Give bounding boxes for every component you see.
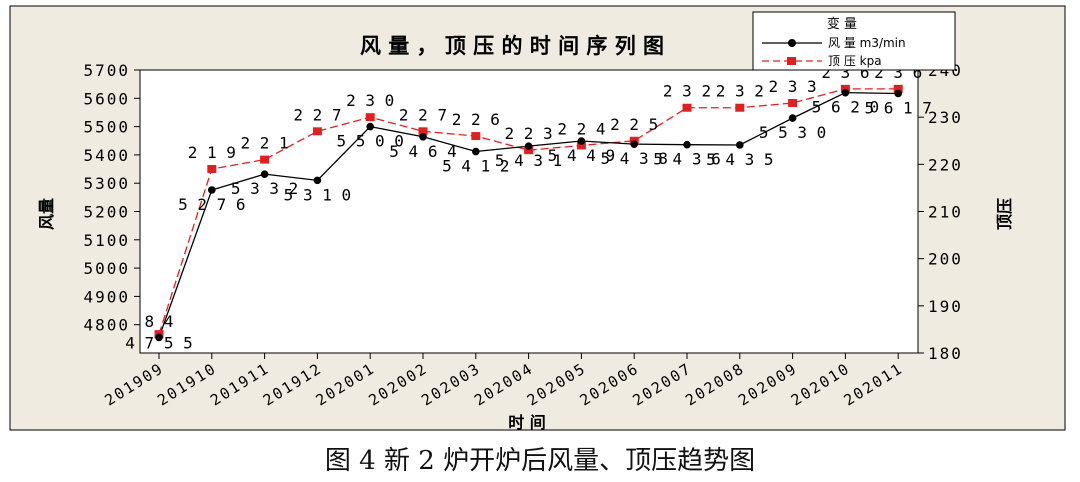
y-left-tick-label: 5400 — [83, 146, 130, 165]
airflow-data-label: 5 5 3 0 — [759, 123, 826, 142]
pressure-data-label: 2 2 6 — [452, 110, 500, 129]
airflow-data-label: 5 6 2 0 — [812, 98, 879, 117]
figure-caption: 图 4 新 2 炉开炉后风量、顶压趋势图 — [324, 446, 756, 476]
y-left-tick-label: 5100 — [83, 231, 130, 250]
airflow-data-label: 5 2 7 6 — [178, 195, 245, 214]
x-axis-title: 时 间 — [508, 413, 546, 432]
airflow-data-label: 5 5 0 0 — [336, 132, 403, 151]
airflow-point — [736, 141, 744, 149]
legend-airflow-label: 风 量 m3/min — [828, 36, 906, 50]
pressure-point — [524, 146, 534, 155]
airflow-data-label: 5 4 3 1 — [495, 151, 562, 170]
airflow-point — [419, 132, 427, 141]
y-right-tick-label: 210 — [928, 203, 963, 222]
pressure-point — [260, 155, 270, 164]
pressure-data-label: 2 2 1 — [241, 134, 289, 153]
legend: 变 量 风 量 m3/min 顶 压 kpa — [752, 11, 956, 71]
y-right-tick-label: 220 — [928, 155, 963, 174]
pressure-data-label: 8 4 — [145, 312, 174, 331]
airflow-data-label: 5 3 3 2 — [231, 179, 298, 198]
y-axis-right-title: 顶压 — [995, 198, 1014, 230]
pressure-data-label: 2 2 7 — [399, 105, 447, 124]
y-left-tick-label: 5700 — [83, 61, 130, 80]
pressure-point — [576, 141, 586, 150]
airflow-point — [841, 88, 850, 97]
pressure-data-label: 2 2 5 — [610, 115, 658, 134]
y-right-tick-label: 200 — [928, 250, 963, 269]
airflow-point — [630, 140, 638, 148]
legend-box — [752, 11, 956, 71]
airflow-point — [155, 333, 163, 342]
airflow-data-label: 5 4 3 5 — [706, 150, 773, 169]
y-left-tick-label: 4900 — [83, 287, 130, 306]
airflow-data-label: 5 4 6 4 — [389, 142, 456, 161]
chart-title: 风 量 ， 顶 压 的 时 间 序 列 图 — [360, 34, 664, 58]
airflow-point — [894, 89, 902, 98]
pressure-data-label: 2 1 9 — [188, 143, 236, 162]
airflow-data-label: 5 3 1 0 — [284, 185, 351, 204]
legend-pressure-marker — [787, 57, 796, 65]
y-axis-left-title: 风量 — [37, 198, 56, 230]
airflow-data-label: 5 6 1 7 — [864, 98, 931, 117]
airflow-data-label: 4 7 5 5 — [125, 333, 192, 352]
y-right-tick-label: 230 — [928, 108, 963, 127]
pressure-point — [682, 103, 692, 112]
pressure-point — [365, 113, 375, 122]
y-left-tick-label: 5300 — [83, 174, 130, 193]
airflow-point — [366, 122, 375, 131]
plot-area — [139, 69, 919, 354]
pressure-data-label: 2 3 2 — [663, 82, 711, 101]
airflow-point — [472, 147, 480, 156]
pressure-point — [207, 165, 217, 174]
chart-figure: 风 量 ， 顶 压 的 时 间 序 列 图 4800 4900 5000 5100 52… — [9, 5, 1066, 432]
airflow-point — [208, 186, 216, 194]
pressure-data-label: 2 3 0 — [346, 91, 394, 110]
pressure-point — [893, 84, 903, 93]
pressure-point — [312, 127, 322, 136]
pressure-point — [735, 103, 745, 112]
airflow-point — [788, 114, 797, 122]
legend-title: 变 量 — [827, 16, 857, 32]
pressure-data-label: 2 2 7 — [293, 105, 341, 124]
pressure-series-line — [158, 88, 899, 335]
y-left-tick-label: 5500 — [83, 118, 130, 137]
y-left-tick-label: 4800 — [83, 316, 130, 335]
pressure-point — [788, 99, 798, 108]
airflow-point — [260, 170, 269, 178]
y-right-tick-label: 180 — [928, 344, 963, 363]
airflow-point — [683, 140, 691, 149]
y-right-tick-label: 190 — [928, 297, 963, 316]
pressure-point — [418, 127, 428, 136]
airflow-point — [313, 176, 322, 185]
airflow-point — [577, 137, 586, 145]
pressure-point — [471, 132, 481, 141]
pressure-data-label: 2 3 2 — [716, 82, 764, 101]
pressure-data-label: 2 3 3 — [769, 77, 817, 96]
pressure-data-label: 2 2 3 — [505, 124, 553, 143]
legend-pressure-label: 顶 压 kpa — [828, 54, 882, 68]
airflow-data-label: 5 4 1 2 — [442, 157, 509, 176]
airflow-data-label: 5 4 3 8 — [600, 149, 667, 168]
y-left-tick-label: 5000 — [83, 259, 130, 278]
y-left-tick-label: 5600 — [83, 89, 130, 108]
airflow-data-label: 5 4 3 6 — [653, 150, 720, 169]
airflow-point — [524, 142, 533, 150]
pressure-data-label: 2 2 4 — [557, 119, 605, 138]
airflow-data-label: 5 4 4 9 — [548, 146, 615, 165]
legend-airflow-marker — [788, 39, 796, 47]
y-left-tick-label: 5200 — [83, 203, 130, 222]
